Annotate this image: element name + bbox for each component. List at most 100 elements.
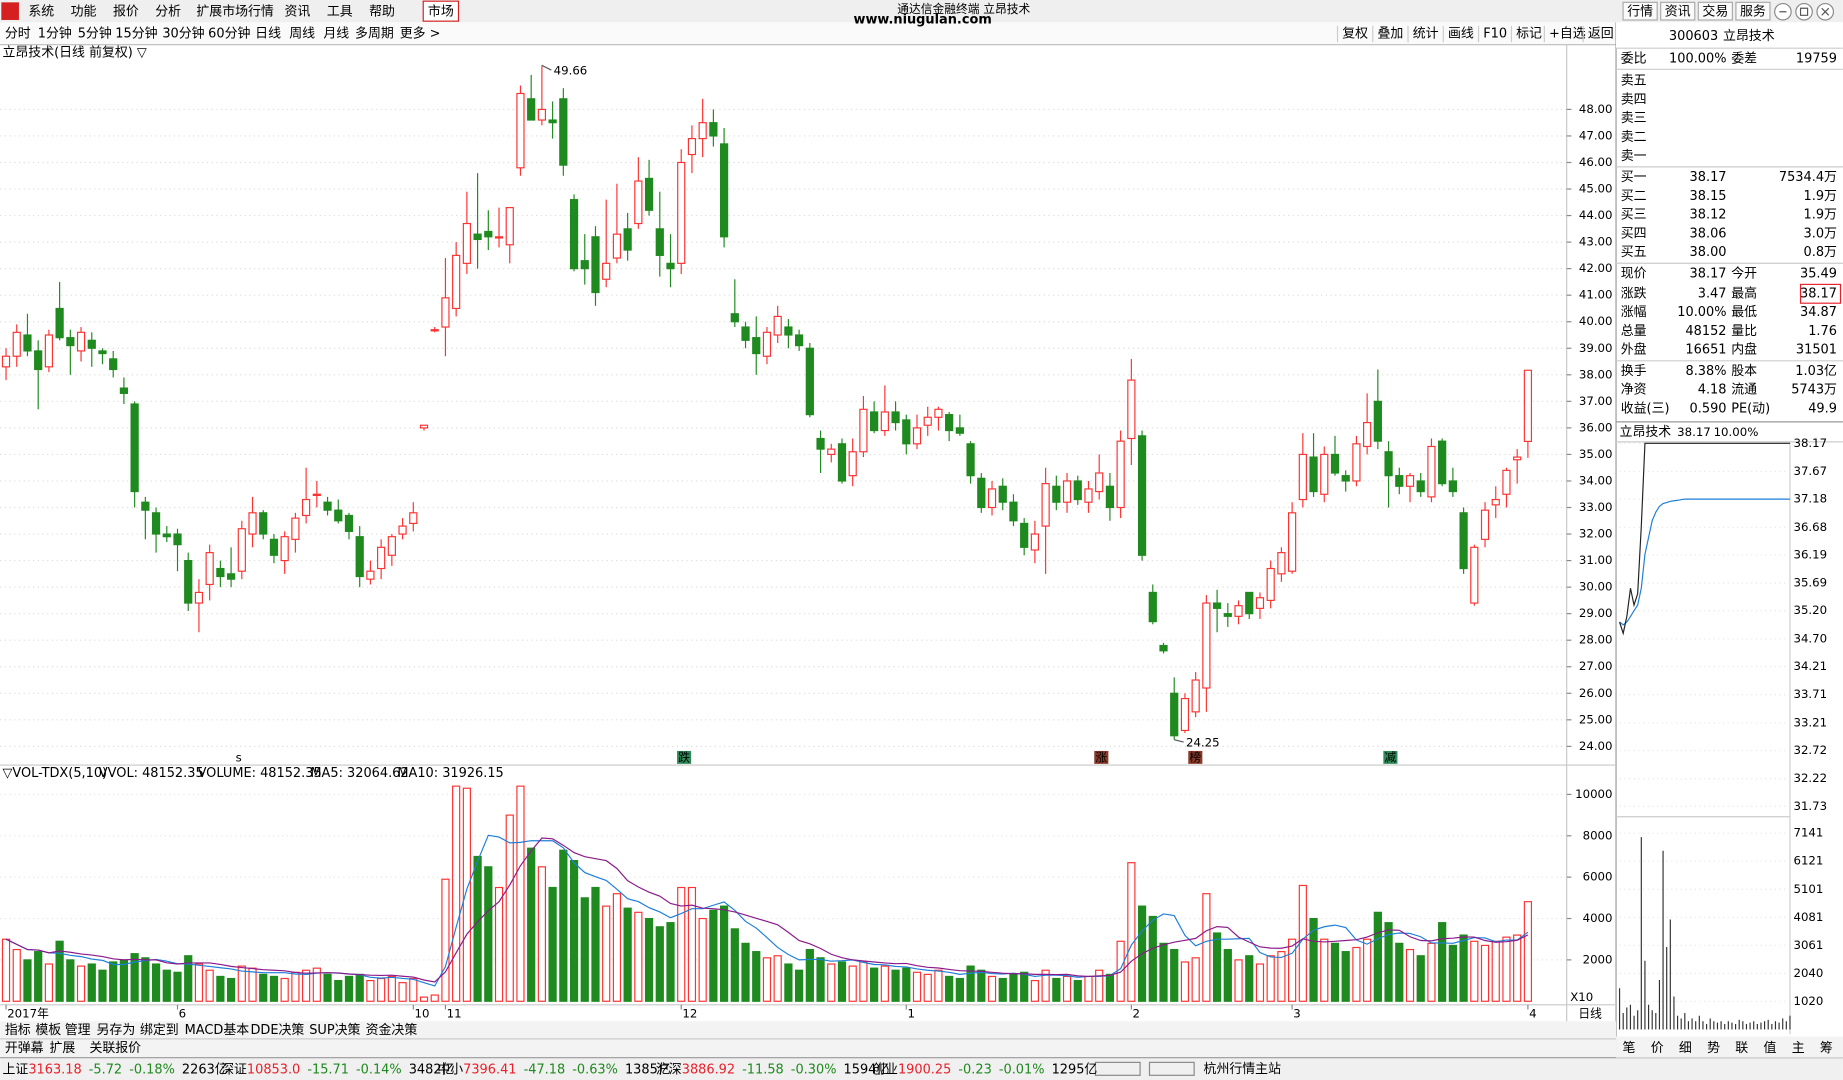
period-tab[interactable]: 日线	[255, 27, 281, 42]
y-tick-label: 26.00	[1579, 686, 1613, 700]
bottom-tab[interactable]: 绑定到	[140, 1023, 179, 1038]
top-button-box[interactable]	[1735, 1, 1771, 21]
top-button[interactable]: 交易	[1702, 3, 1728, 19]
volume-bar	[987, 975, 997, 1002]
bottom-tab[interactable]: 资金决策	[366, 1022, 418, 1038]
event-label: s	[236, 750, 242, 764]
candle-body	[1513, 456, 1522, 461]
bottom-tab[interactable]: 模板	[35, 1023, 61, 1038]
tool-button[interactable]: 画线	[1448, 27, 1474, 42]
volume-bar	[1191, 957, 1200, 1002]
intraday-tab[interactable]: 联	[1735, 1041, 1748, 1056]
menu-item[interactable]: 报价	[113, 4, 139, 19]
y-tick-label: 28.00	[1579, 633, 1613, 647]
maximize-button[interactable]	[1795, 2, 1813, 21]
candle-body	[666, 262, 675, 270]
period-tab[interactable]: 周线	[289, 27, 315, 42]
volume-bar	[323, 973, 332, 1002]
y-tick-label: 31.73	[1793, 799, 1827, 813]
candle-body	[1416, 480, 1425, 493]
menu-item[interactable]: 功能	[71, 4, 97, 19]
buy-size: 3.0万	[1804, 226, 1838, 241]
y-tick-label: 4000	[1583, 911, 1613, 925]
menu-item[interactable]: 系统	[28, 4, 54, 19]
volume-bar	[452, 785, 461, 1002]
period-tab[interactable]: 60分钟	[208, 26, 250, 42]
intraday-tab[interactable]: 筹	[1820, 1040, 1833, 1056]
intraday-tab[interactable]: 笔	[1623, 1040, 1636, 1056]
quote-value: 49.9	[1808, 401, 1837, 416]
candle-body	[494, 236, 504, 239]
quote-label: 股本	[1731, 364, 1757, 379]
y-tick-label: 37.00	[1579, 394, 1613, 408]
sell-label: 卖一	[1621, 149, 1647, 164]
top-button[interactable]: 服务	[1740, 3, 1766, 19]
tool-button[interactable]: 叠加	[1377, 27, 1403, 42]
toolbar	[0, 22, 1843, 45]
candle-body	[441, 297, 450, 328]
candle-body	[302, 498, 311, 517]
period-tab[interactable]: 多周期	[355, 27, 394, 42]
menu-item[interactable]: 资讯	[285, 4, 311, 19]
bottom-tab[interactable]: 指标	[5, 1023, 31, 1038]
menu-item[interactable]: 扩展市场行情	[196, 3, 274, 19]
volume-bar	[334, 979, 343, 1002]
candle-body	[419, 424, 429, 429]
top-button[interactable]: 行情	[1627, 4, 1653, 19]
bottom-tab[interactable]: SUP决策	[309, 1022, 360, 1038]
candle-body	[752, 337, 761, 355]
intraday-tab[interactable]: 细	[1679, 1041, 1692, 1056]
bottom-tab[interactable]: 另存为	[97, 1023, 136, 1038]
top-button-box[interactable]	[1622, 1, 1658, 21]
candle-body	[280, 536, 289, 562]
bottom-tab[interactable]: MACD基本	[185, 1023, 250, 1038]
period-tab[interactable]: 1分钟	[38, 26, 72, 42]
period-tab[interactable]: 5分钟	[78, 26, 112, 42]
period-tab[interactable]: 30分钟	[162, 26, 204, 42]
tool-button[interactable]: +自选	[1549, 27, 1586, 42]
volume-bar	[966, 965, 975, 1002]
y-tick-label: 6000	[1583, 870, 1613, 884]
volume-bar	[527, 847, 536, 1002]
index-quote-part: -5.72	[89, 1062, 122, 1077]
volume-bar	[162, 969, 171, 1002]
bottom-tab[interactable]: 扩展	[50, 1041, 76, 1056]
candle-body	[1523, 369, 1533, 443]
volume-bar	[752, 951, 761, 1002]
intraday-tab[interactable]: 价	[1651, 1041, 1664, 1056]
marker-line	[541, 64, 552, 71]
bottom-tab[interactable]: 管理	[65, 1023, 91, 1038]
candle-body	[205, 552, 214, 586]
bottom-tab[interactable]: DDE决策	[250, 1022, 304, 1038]
top-button-box[interactable]	[1660, 1, 1696, 21]
top-button-box[interactable]	[1697, 1, 1733, 21]
candle-body	[569, 199, 579, 270]
volume-bar	[773, 955, 782, 1002]
y-tick-label: 32.00	[1579, 527, 1613, 541]
menu-item[interactable]: 分析	[155, 4, 181, 19]
market-tab-box[interactable]	[422, 0, 460, 22]
bottom-tab[interactable]: 关联报价	[89, 1041, 141, 1056]
volume-bar	[1223, 948, 1232, 1002]
menu-item[interactable]: 工具	[327, 4, 353, 19]
bottom-tab[interactable]: 开弹幕	[5, 1041, 44, 1056]
tool-button[interactable]: 返回	[1588, 27, 1614, 42]
period-tab[interactable]: 15分钟	[115, 26, 157, 42]
tool-button[interactable]: 复权	[1342, 26, 1368, 42]
intraday-tab[interactable]: 主	[1792, 1041, 1805, 1056]
menu-item[interactable]: 帮助	[369, 4, 395, 19]
market-tab[interactable]: 市场	[428, 3, 454, 19]
intraday-tab[interactable]: 值	[1764, 1040, 1777, 1056]
intraday-tab[interactable]: 势	[1707, 1040, 1720, 1056]
period-tab[interactable]: 分时	[5, 27, 31, 42]
volume-bar	[1330, 942, 1340, 1002]
top-button[interactable]: 资讯	[1665, 4, 1691, 19]
y-tick-label: 2040	[1793, 966, 1823, 980]
tool-button[interactable]: F10	[1483, 27, 1507, 42]
period-tab[interactable]: 更多 >	[400, 27, 441, 42]
candle-body	[1052, 485, 1061, 503]
candle-body	[1148, 591, 1157, 623]
period-tab[interactable]: 月线	[323, 27, 349, 42]
tool-button[interactable]: 标记	[1516, 27, 1542, 42]
tool-button[interactable]: 统计	[1413, 27, 1439, 42]
